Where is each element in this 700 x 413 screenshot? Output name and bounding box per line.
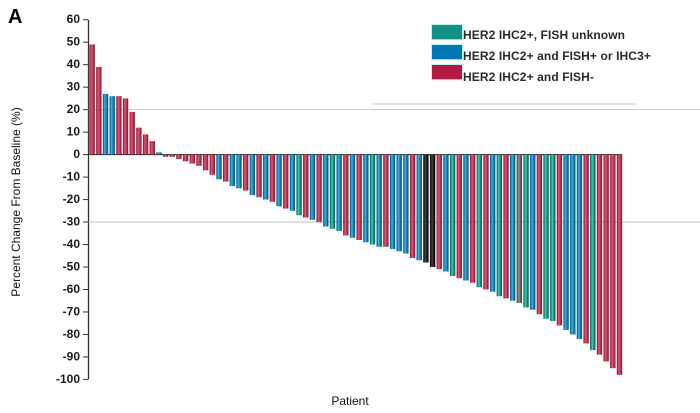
svg-text:-20: -20: [63, 192, 81, 206]
svg-text:-50: -50: [63, 260, 81, 274]
svg-text:60: 60: [67, 12, 81, 26]
svg-text:50: 50: [67, 35, 81, 49]
svg-text:-80: -80: [63, 327, 81, 341]
svg-text:-10: -10: [63, 170, 81, 184]
svg-text:40: 40: [67, 57, 81, 71]
svg-text:30: 30: [67, 80, 81, 94]
svg-text:-70: -70: [63, 304, 81, 318]
svg-text:-30: -30: [63, 215, 81, 229]
svg-text:0: 0: [73, 147, 80, 161]
svg-text:10: 10: [67, 125, 81, 139]
svg-text:20: 20: [67, 102, 81, 116]
svg-text:-60: -60: [63, 282, 81, 296]
svg-text:-100: -100: [56, 372, 80, 386]
svg-text:-40: -40: [63, 237, 81, 251]
svg-text:-90: -90: [63, 349, 81, 363]
